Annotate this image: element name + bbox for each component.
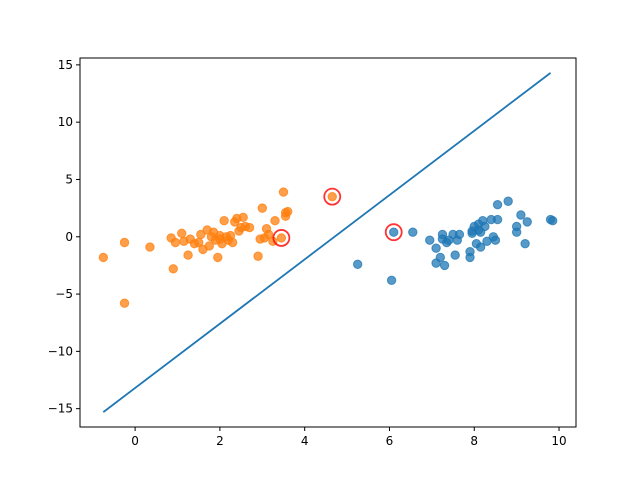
x-tick-label: 6: [386, 434, 394, 448]
data-point-series-0: [145, 242, 155, 252]
support-vector-ring: [272, 229, 291, 247]
data-point-series-1: [425, 235, 435, 245]
data-point-series-0: [280, 211, 291, 221]
data-point-series-1: [352, 259, 363, 269]
data-point-series-0: [183, 250, 193, 260]
y-tick-label: 15: [58, 58, 73, 72]
data-point-series-0: [204, 241, 214, 251]
data-point-series-0: [253, 251, 263, 261]
decision-boundary-line: [102, 72, 552, 413]
data-point-series-1: [522, 217, 532, 227]
data-point-series-1: [492, 214, 503, 225]
y-tick-label: 10: [58, 115, 73, 129]
data-point-series-0: [213, 252, 223, 263]
data-point-series-0: [177, 228, 187, 239]
x-tick-label: 4: [301, 434, 309, 448]
data-point-series-0: [119, 237, 130, 248]
data-point-series-0: [196, 229, 206, 240]
data-point-series-0: [270, 216, 280, 226]
data-point-series-1: [439, 260, 450, 271]
data-point-series-1: [511, 227, 522, 237]
axes-frame: [79, 57, 577, 428]
y-axis: −15 −10 −5 0 5 10 15: [48, 58, 80, 416]
data-point-series-1: [386, 275, 397, 286]
data-point-series-0: [257, 203, 267, 213]
support-vector-ring: [384, 223, 403, 242]
data-point-series-0: [263, 229, 274, 240]
data-point-series-1: [490, 235, 501, 245]
data-point-series-0: [168, 264, 178, 274]
x-tick-label: 8: [470, 434, 478, 448]
data-point-series-1: [480, 221, 490, 232]
x-tick-label: 10: [551, 434, 566, 448]
data-point-series-1: [389, 227, 399, 237]
data-point-series-0: [244, 222, 255, 233]
data-point-series-0: [238, 212, 248, 222]
data-point-series-0: [98, 252, 109, 263]
data-point-series-1: [465, 252, 475, 263]
y-tick-label: 5: [65, 172, 73, 186]
data-point-series-0: [227, 237, 238, 248]
data-point-series-1: [408, 227, 418, 237]
data-point-series-0: [278, 187, 289, 197]
support-vector-ring: [323, 187, 342, 206]
x-tick-label: 2: [216, 434, 224, 448]
data-point-series-0: [170, 237, 181, 248]
data-point-series-0: [219, 216, 229, 226]
data-point-series-0: [119, 298, 130, 308]
data-point-series-1: [431, 243, 441, 253]
x-tick-label: 0: [131, 434, 139, 448]
data-point-series-1: [547, 216, 558, 226]
data-point-series-1: [475, 242, 486, 252]
data-point-series-0: [276, 233, 287, 243]
x-axis: 0 2 4 6 8 10: [131, 427, 567, 448]
y-tick-label: 0: [65, 230, 73, 244]
plot-area: [98, 72, 558, 413]
data-point-series-1: [503, 196, 513, 206]
data-point-series-1: [450, 250, 460, 260]
y-tick-label: −15: [48, 402, 73, 416]
data-point-series-1: [520, 238, 530, 249]
data-point-series-1: [516, 210, 526, 220]
y-tick-label: −10: [48, 344, 73, 358]
data-point-series-1: [454, 229, 465, 240]
y-tick-label: −5: [55, 287, 73, 301]
data-point-series-1: [435, 252, 446, 263]
data-point-series-0: [327, 191, 337, 202]
data-point-series-1: [492, 199, 503, 210]
